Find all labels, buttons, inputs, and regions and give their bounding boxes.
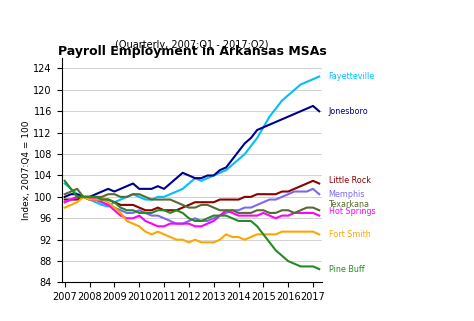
Text: (Quarterly, 2007:Q1 - 2017:Q2): (Quarterly, 2007:Q1 - 2017:Q2) <box>115 40 269 50</box>
Text: Jonesboro: Jonesboro <box>328 107 368 116</box>
Text: Hot Springs: Hot Springs <box>328 207 375 216</box>
Y-axis label: Index, 2007:Q4 = 100: Index, 2007:Q4 = 100 <box>22 120 31 220</box>
Text: Memphis: Memphis <box>328 190 365 199</box>
Text: Texarkana: Texarkana <box>328 200 370 209</box>
Text: Little Rock: Little Rock <box>328 176 371 185</box>
Text: Fort Smith: Fort Smith <box>328 230 370 239</box>
Title: Payroll Employment in Arkansas MSAs: Payroll Employment in Arkansas MSAs <box>58 45 326 58</box>
Text: Fayetteville: Fayetteville <box>328 72 375 81</box>
Text: Pine Buff: Pine Buff <box>328 265 364 273</box>
